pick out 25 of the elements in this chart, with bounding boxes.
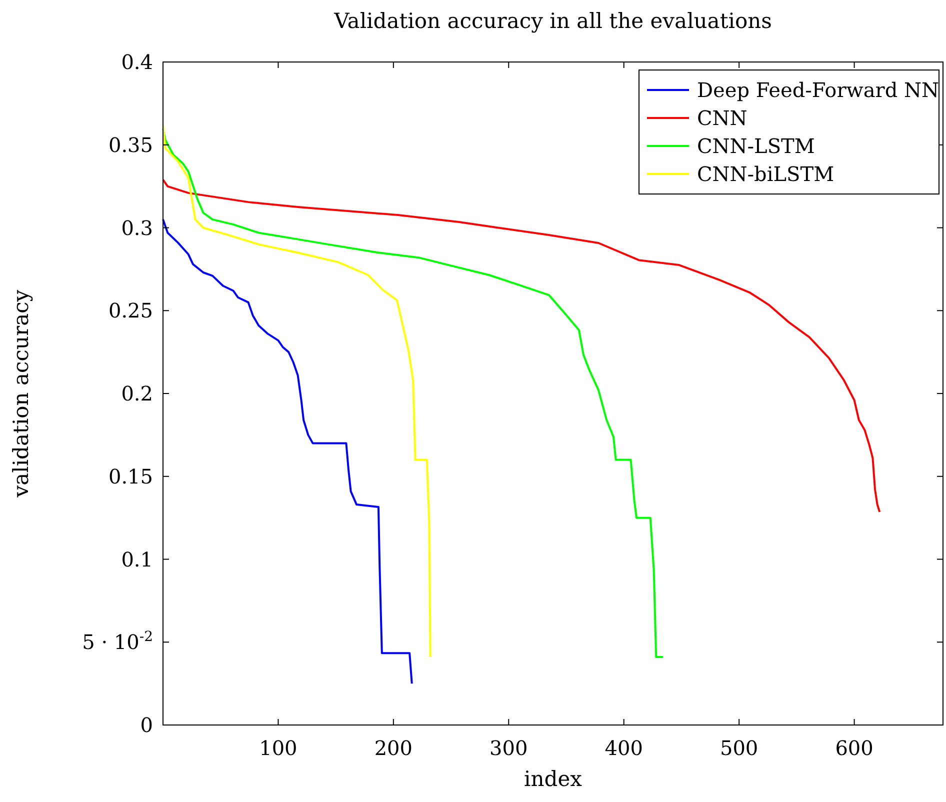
legend-label: CNN-biLSTM <box>697 162 834 186</box>
y-tick-label: 0 <box>140 713 153 737</box>
y-tick-label: 0.1 <box>121 547 153 572</box>
line-series <box>162 218 413 685</box>
x-tick-label: 300 <box>490 736 528 760</box>
x-tick-label: 600 <box>835 736 874 760</box>
y-axis-title: validation accuracy <box>9 290 33 498</box>
legend-label: CNN-LSTM <box>697 134 815 158</box>
line-series <box>162 127 664 658</box>
x-tick-label: 100 <box>259 736 298 760</box>
y-tick-label: 0.25 <box>108 298 153 323</box>
x-tick-label: 200 <box>374 736 413 760</box>
line-series <box>162 124 432 658</box>
y-tick-label: 5 · 10$^{-2}$ <box>82 629 153 654</box>
y-tick-label: 0.3 <box>121 216 153 240</box>
legend-label: CNN <box>697 106 748 130</box>
x-axis-title: index <box>524 767 582 791</box>
legend-label: Deep Feed-Forward NN <box>697 78 940 102</box>
x-tick-label: 500 <box>720 736 758 760</box>
y-tick-label: 0.35 <box>108 132 153 157</box>
y-tick-label: 0.15 <box>108 464 153 488</box>
y-tick-label: 0.2 <box>121 382 153 406</box>
x-tick-label: 400 <box>604 736 643 760</box>
y-tick-label: 0.4 <box>121 50 153 74</box>
chart-title: Validation accuracy in all the evaluations <box>333 9 772 33</box>
